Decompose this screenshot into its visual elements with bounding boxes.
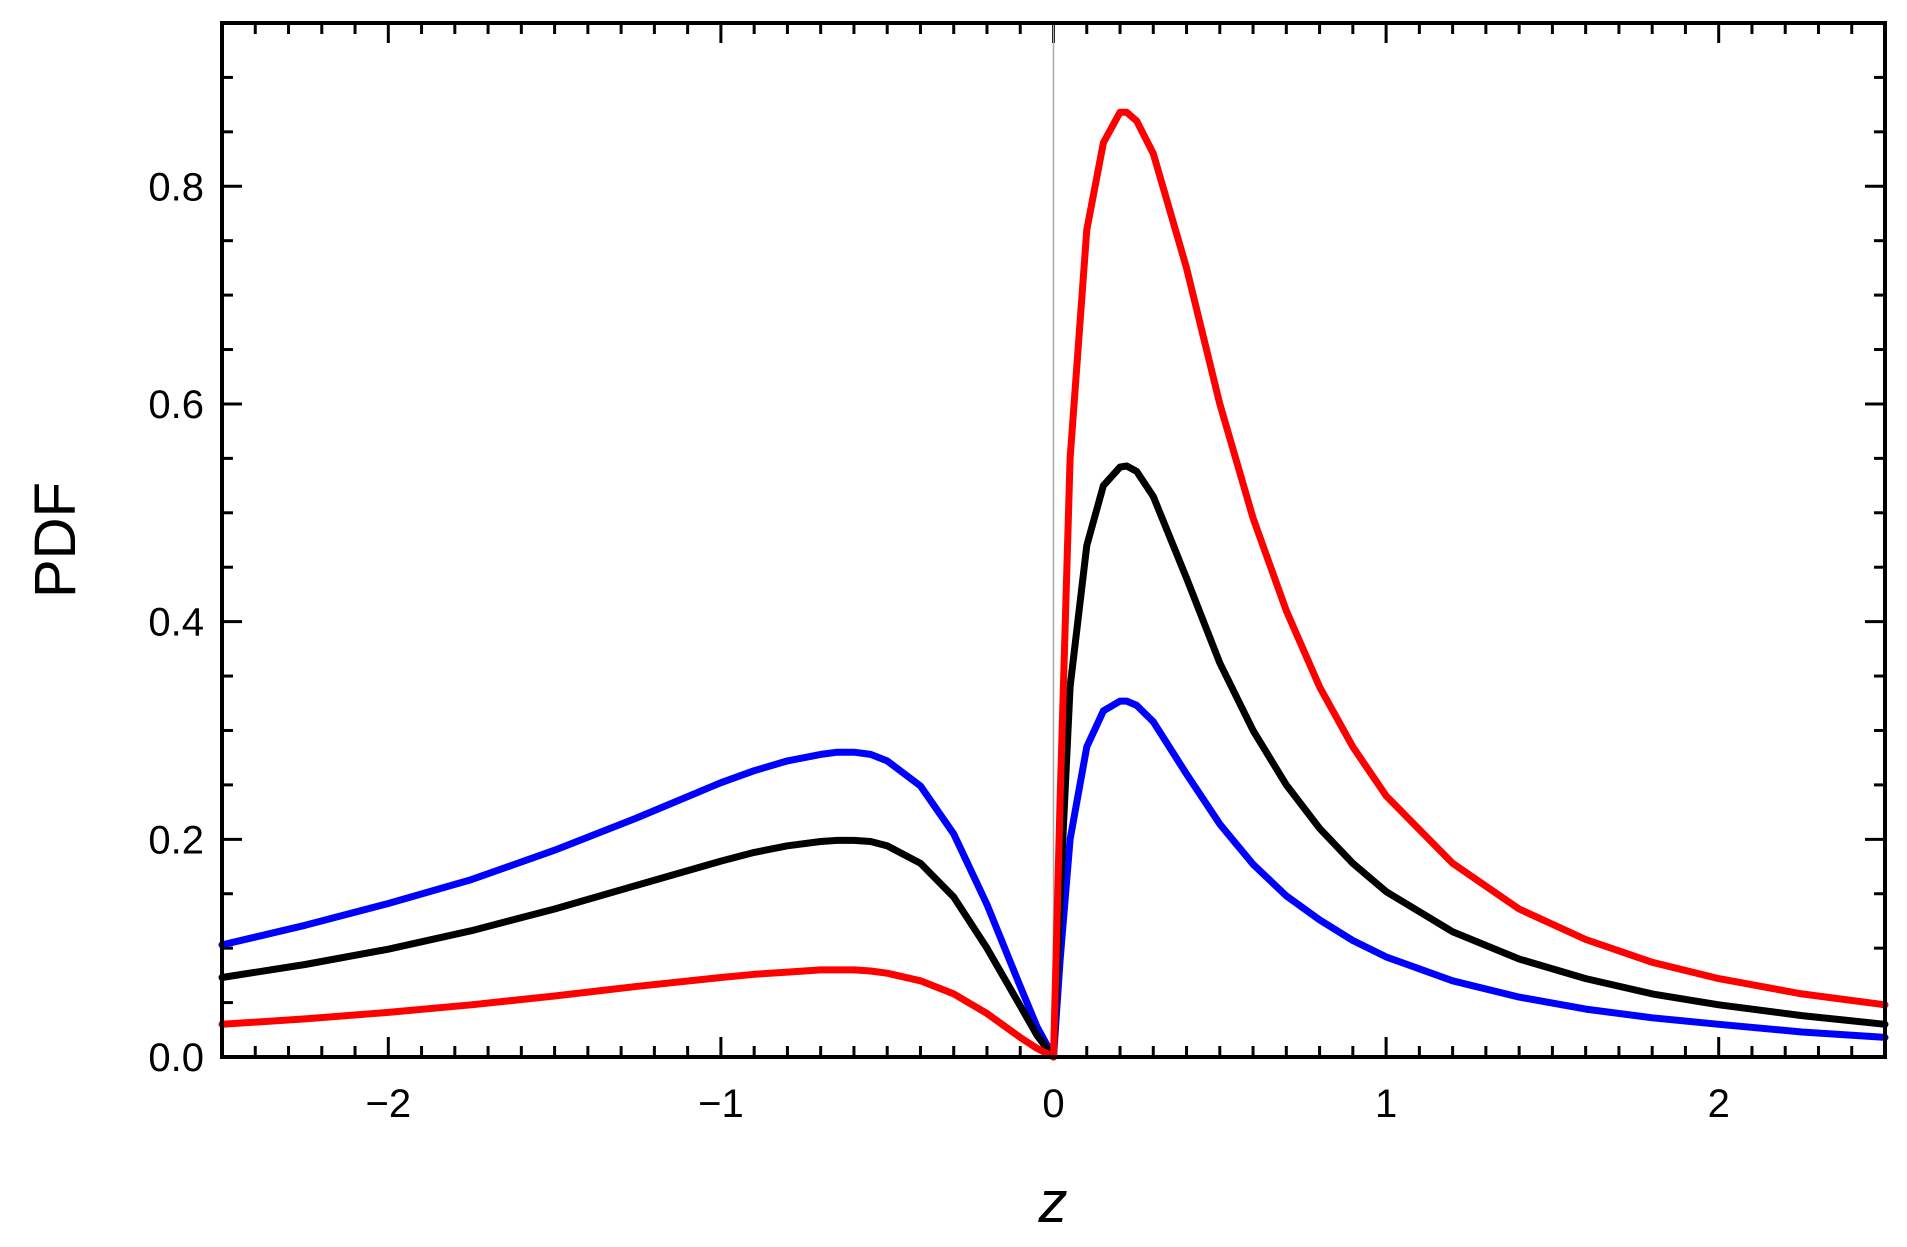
series-line-1 [218,697,1889,1061]
y-tick-label: 0.2 [148,818,204,862]
x-tick-label: 0 [1042,1082,1064,1126]
series-line-3 [218,108,1889,1061]
x-axis-title: z [1038,1170,1068,1235]
x-tick-label: 2 [1708,1082,1730,1126]
plot-frame [220,21,1887,1059]
x-tick-label: −1 [698,1082,744,1126]
x-tick-label: 1 [1375,1082,1397,1126]
series-layer [218,108,1889,1061]
y-tick-label: 0.8 [148,165,204,209]
y-tick-label: 0.6 [148,383,204,427]
y-tick-label: 0.4 [148,601,204,645]
series-line-2 [218,462,1889,1061]
tick-labels-layer: −2 −1 0 1 2 0.0 0.2 0.4 0.6 0.8 [148,165,1729,1126]
y-tick-label: 0.0 [148,1036,204,1080]
y-axis-title: PDF [23,482,88,598]
x-tick-label: −2 [365,1082,411,1126]
